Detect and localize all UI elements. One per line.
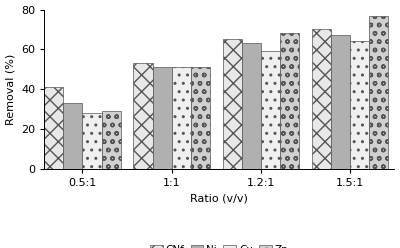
Bar xyxy=(261,51,280,169)
Bar xyxy=(44,87,63,169)
Bar xyxy=(369,16,388,169)
Bar xyxy=(350,41,369,169)
Bar xyxy=(63,103,82,169)
Bar xyxy=(222,39,242,169)
Bar xyxy=(102,111,121,169)
Bar xyxy=(312,30,331,169)
Bar xyxy=(152,67,172,169)
X-axis label: Ratio (v/v): Ratio (v/v) xyxy=(190,193,248,203)
Bar xyxy=(172,67,191,169)
Bar xyxy=(280,33,299,169)
Bar xyxy=(331,35,350,169)
Bar xyxy=(82,113,102,169)
Y-axis label: Removal (%): Removal (%) xyxy=(6,54,16,125)
Bar xyxy=(134,63,152,169)
Legend: CNf, Ni, Cu, Zn: CNf, Ni, Cu, Zn xyxy=(146,241,293,248)
Bar xyxy=(191,67,210,169)
Bar xyxy=(242,43,261,169)
